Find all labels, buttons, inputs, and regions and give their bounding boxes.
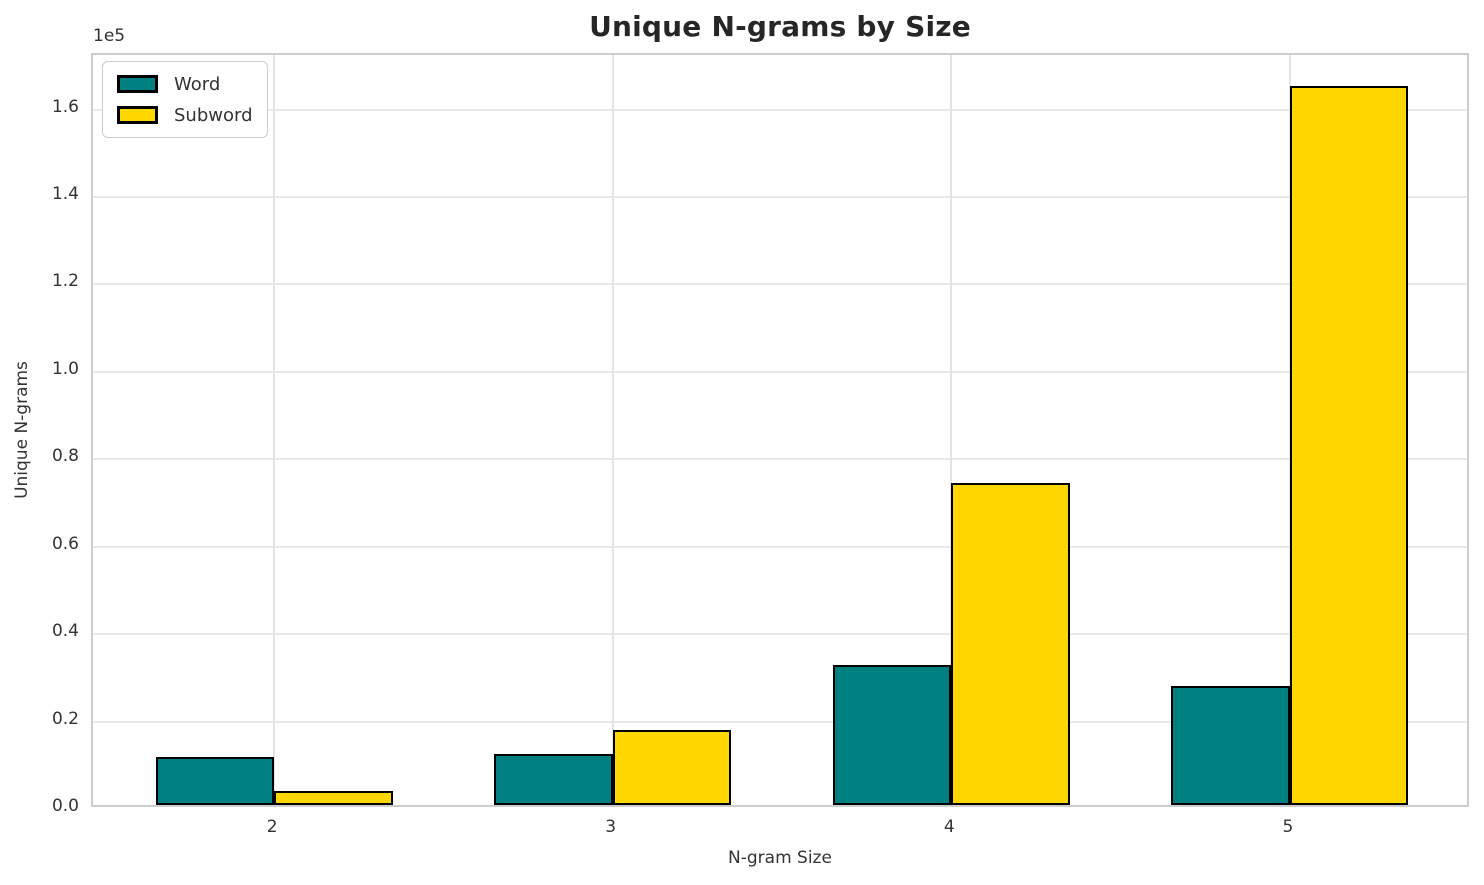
bar-word: [1171, 686, 1290, 805]
bar-subword: [612, 730, 732, 805]
gridline-horizontal: [93, 370, 1467, 373]
legend-label: Subword: [174, 104, 253, 126]
bar-subword: [1289, 85, 1409, 805]
y-tick-label: 0.2: [51, 708, 79, 729]
gridline-horizontal: [93, 283, 1467, 286]
gridline-vertical: [950, 55, 953, 805]
plot-area: [91, 53, 1469, 807]
bar-word: [832, 665, 952, 805]
bar-word: [155, 756, 275, 805]
bar-subword: [274, 791, 393, 805]
y-tick-label: 0.8: [51, 446, 79, 467]
y-tick-label: 0.0: [51, 796, 79, 816]
gridline-vertical: [273, 55, 276, 805]
gridline-horizontal: [93, 720, 1467, 723]
legend-item: Word: [117, 71, 253, 97]
gridline-vertical: [611, 55, 614, 805]
gridline-horizontal: [93, 108, 1467, 111]
gridline-horizontal: [93, 633, 1467, 636]
y-tick-label: 1.4: [51, 184, 79, 205]
x-tick-label: 5: [1282, 817, 1294, 837]
x-axis-label: N-gram Size: [728, 848, 832, 868]
bar-subword: [951, 482, 1070, 805]
x-tick-label: 2: [266, 817, 278, 837]
gridline-horizontal: [93, 458, 1467, 461]
legend-swatch-subword: [117, 106, 158, 124]
y-tick-label: 1.2: [51, 271, 79, 292]
y-tick-label: 0.6: [51, 533, 79, 554]
x-tick-label: 3: [605, 817, 617, 837]
bar-word: [494, 753, 613, 805]
gridline-horizontal: [93, 545, 1467, 548]
y-tick-label: 1.6: [51, 96, 79, 117]
gridline-horizontal: [93, 196, 1467, 199]
y-axis-offset-text: 1e5: [93, 26, 126, 46]
x-tick-label: 4: [943, 817, 955, 837]
legend-label: Word: [174, 73, 221, 95]
y-tick-label: 0.4: [51, 621, 79, 642]
legend: Word Subword: [102, 61, 268, 138]
legend-item: Subword: [117, 102, 253, 128]
y-tick-label: 1.0: [51, 358, 79, 379]
y-axis-label: Unique N-grams: [12, 361, 32, 499]
legend-swatch-word: [117, 75, 158, 93]
chart-title: Unique N-grams by Size: [589, 10, 971, 43]
